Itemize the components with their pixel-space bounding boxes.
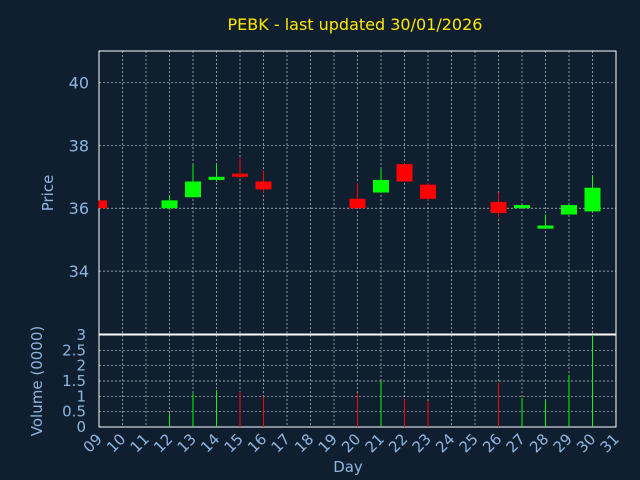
x-tick-label: 15 <box>221 430 247 456</box>
candle-body <box>349 198 366 209</box>
x-tick-label: 17 <box>268 430 294 456</box>
x-tick-label: 16 <box>244 430 270 456</box>
x-tick-label: 25 <box>456 430 482 456</box>
x-tick-label: 19 <box>315 430 341 456</box>
x-tick-label: 12 <box>150 430 176 456</box>
x-tick-label: 21 <box>362 430 388 456</box>
candle-body <box>185 181 201 198</box>
price-panel: 34 36 38 40 <box>69 50 617 335</box>
x-tick-label: 10 <box>103 430 129 456</box>
price-tick-label: 38 <box>69 136 89 155</box>
x-tick-label: 30 <box>573 430 599 456</box>
x-tick-label: 20 <box>338 430 364 456</box>
price-tick-label: 40 <box>69 73 89 92</box>
volume-axis-label: Volume (0000) <box>28 326 46 436</box>
volume-tick-label: 1.5 <box>62 372 86 390</box>
chart-title: PEBK - last updated 30/01/2026 <box>228 15 483 34</box>
candle-body <box>396 164 413 182</box>
volume-tick-label: 3 <box>76 326 86 344</box>
x-tick-label: 27 <box>503 430 529 456</box>
price-axis-label: Price <box>39 175 57 212</box>
volume-tick-label: 0 <box>76 418 86 436</box>
candle-body <box>537 225 554 229</box>
candle-body <box>561 205 577 215</box>
price-tick-label: 36 <box>69 199 89 218</box>
volume-tick-label: 1 <box>76 387 86 405</box>
x-tick-label: 22 <box>385 430 411 456</box>
price-panel-frame <box>98 50 617 335</box>
x-tick-label: 13 <box>174 430 200 456</box>
volume-tick-label: 0.5 <box>62 403 86 421</box>
candle-body <box>255 181 272 190</box>
x-axis-label: Day <box>333 458 363 476</box>
x-tick-label: 31 <box>597 430 623 456</box>
candle-body <box>584 187 601 212</box>
x-tick-label: 18 <box>291 430 317 456</box>
x-tick-label: 29 <box>550 430 576 456</box>
candle-body <box>490 201 507 213</box>
volume-tick-label: 2 <box>76 357 86 375</box>
candle-body <box>232 173 248 177</box>
candle-body <box>161 200 178 209</box>
x-tick-label: 23 <box>409 430 435 456</box>
volume-panel: 00.511.522.53091011121314151617181920212… <box>62 326 623 456</box>
candle-body <box>373 179 389 193</box>
price-tick-label: 34 <box>69 262 89 281</box>
x-tick-label: 11 <box>127 430 153 456</box>
x-tick-label: 14 <box>197 430 223 456</box>
x-tick-label: 28 <box>526 430 552 456</box>
candle-body <box>420 184 436 199</box>
x-tick-label: 26 <box>479 430 505 456</box>
candle-body <box>99 200 107 209</box>
volume-tick-label: 2.5 <box>62 341 86 359</box>
candle-body <box>514 205 530 209</box>
x-tick-label: 24 <box>432 430 458 456</box>
candle-body <box>208 176 225 180</box>
